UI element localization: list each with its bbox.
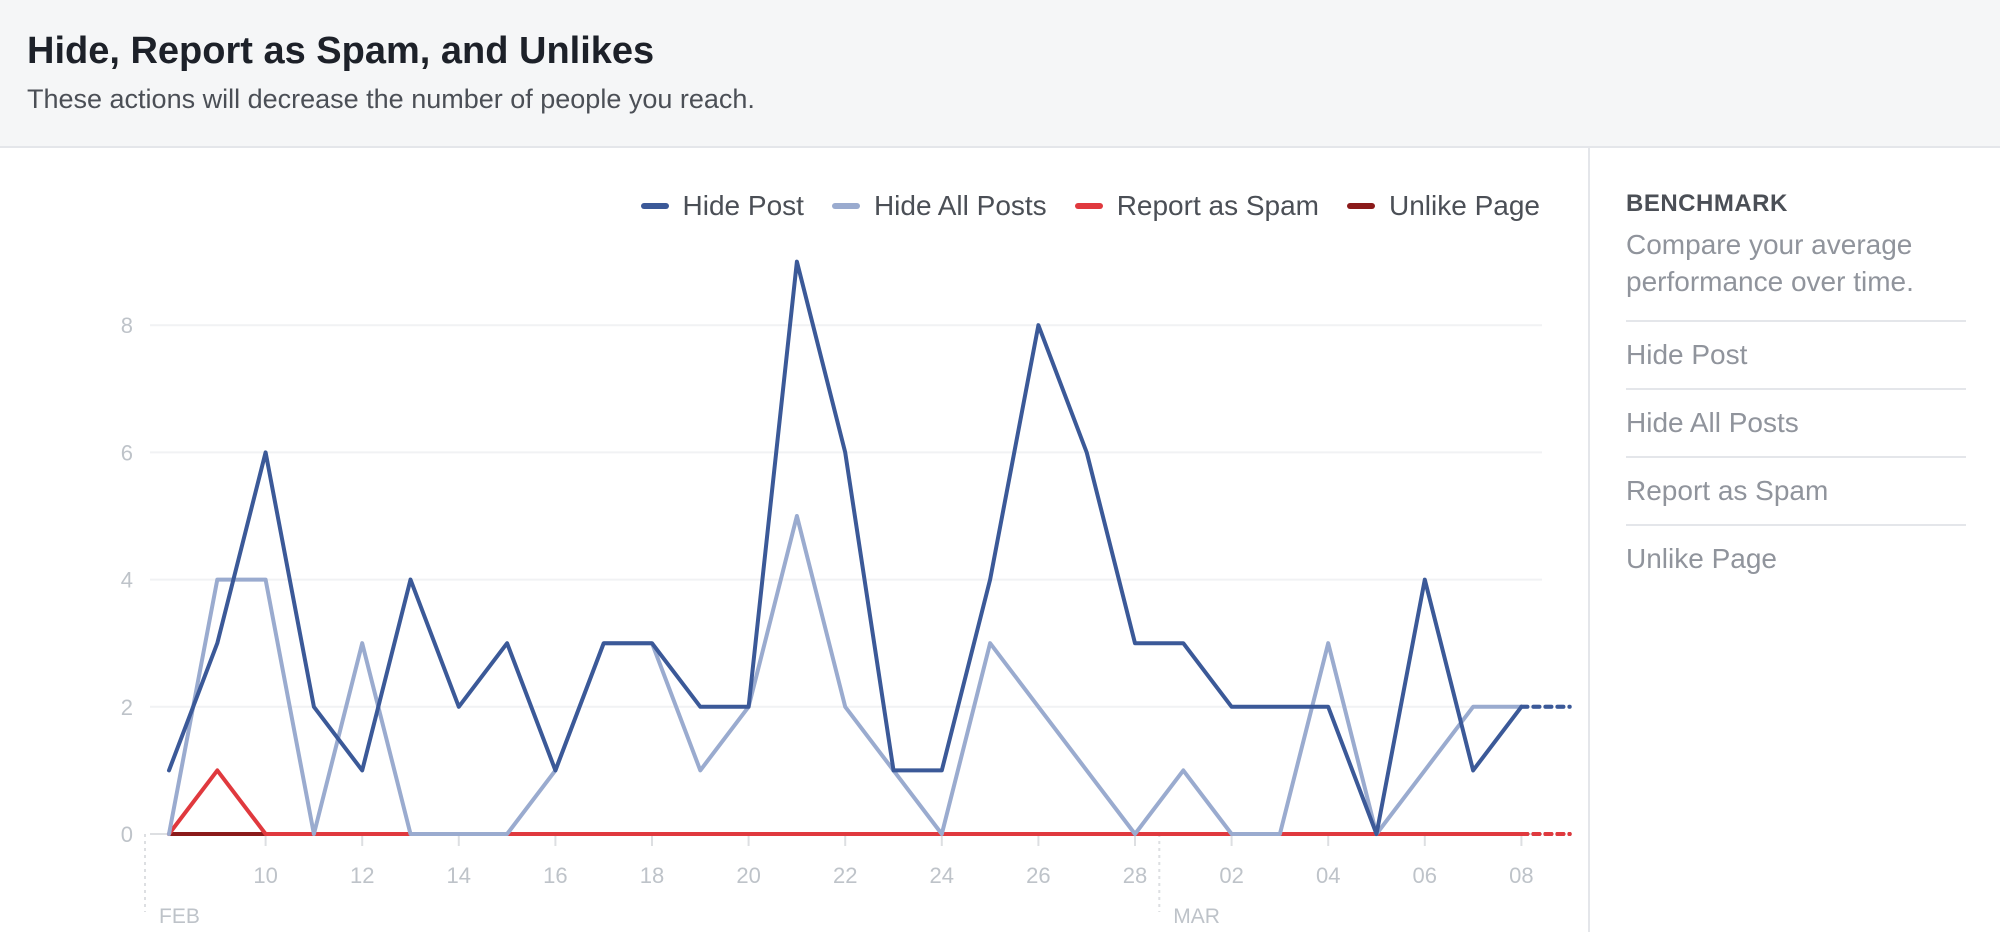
legend-swatch-report-as-spam xyxy=(1074,203,1103,209)
legend-swatch-hide-all-posts xyxy=(831,203,860,209)
y-tick-label: 2 xyxy=(121,695,133,720)
benchmark-description: Compare your average performance over ti… xyxy=(1626,226,1966,322)
benchmark-item-report-as-spam[interactable]: Report as Spam xyxy=(1626,458,1966,526)
legend-item-hide-all-posts[interactable]: Hide All Posts xyxy=(831,190,1047,222)
legend-label-hide-all-posts: Hide All Posts xyxy=(873,190,1047,221)
legend-item-hide-post[interactable]: Hide Post xyxy=(640,190,804,222)
benchmark-title: BENCHMARK xyxy=(1626,190,1788,217)
benchmark-panel: BENCHMARK Compare your average performan… xyxy=(1626,190,1966,592)
x-tick-label: 14 xyxy=(447,863,471,888)
benchmark-item-hide-post[interactable]: Hide Post xyxy=(1626,322,1966,390)
y-tick-label: 8 xyxy=(121,313,133,338)
x-tick-label: 28 xyxy=(1123,863,1147,888)
x-tick-label: 24 xyxy=(930,863,954,888)
series-line-report-as-spam xyxy=(167,768,1524,836)
legend-item-unlike-page[interactable]: Unlike Page xyxy=(1347,190,1540,222)
x-tick-label: 20 xyxy=(736,863,760,888)
x-tick-label: 06 xyxy=(1413,863,1437,888)
legend-item-report-as-spam[interactable]: Report as Spam xyxy=(1074,190,1320,222)
benchmark-item-hide-all-posts[interactable]: Hide All Posts xyxy=(1626,390,1966,458)
benchmark-item-unlike-page[interactable]: Unlike Page xyxy=(1626,543,1777,574)
month-label: MAR xyxy=(1173,905,1220,928)
x-tick-label: 10 xyxy=(253,863,277,888)
legend-label-report-as-spam: Report as Spam xyxy=(1116,190,1320,221)
x-tick-label: 26 xyxy=(1026,863,1050,888)
x-tick-label: 04 xyxy=(1316,863,1340,888)
x-tick-label: 08 xyxy=(1509,863,1533,888)
y-tick-label: 6 xyxy=(121,440,133,465)
month-label: FEB xyxy=(159,905,200,928)
y-tick-label: 4 xyxy=(121,568,133,593)
page-subtitle: These actions will decrease the number o… xyxy=(27,84,755,114)
legend-swatch-unlike-page xyxy=(1347,203,1376,209)
x-tick-label: 22 xyxy=(833,863,857,888)
x-tick-label: 12 xyxy=(350,863,374,888)
y-tick-label: 0 xyxy=(121,822,133,847)
panel-divider xyxy=(1588,148,1590,932)
series-line-hide-post xyxy=(167,259,1524,836)
legend-label-hide-post: Hide Post xyxy=(682,190,804,221)
page-title: Hide, Report as Spam, and Unlikes xyxy=(27,30,655,72)
series-line-hide-all-posts xyxy=(167,514,1524,836)
chart-legend: Hide Post Hide All Posts Report as Spam … xyxy=(640,190,1540,222)
legend-label-unlike-page: Unlike Page xyxy=(1389,190,1540,221)
card-header: Hide, Report as Spam, and Unlikes These … xyxy=(0,0,2000,148)
x-tick-label: 16 xyxy=(543,863,567,888)
x-tick-label: 02 xyxy=(1219,863,1243,888)
x-tick-label: 18 xyxy=(640,863,664,888)
legend-swatch-hide-post xyxy=(640,203,669,209)
